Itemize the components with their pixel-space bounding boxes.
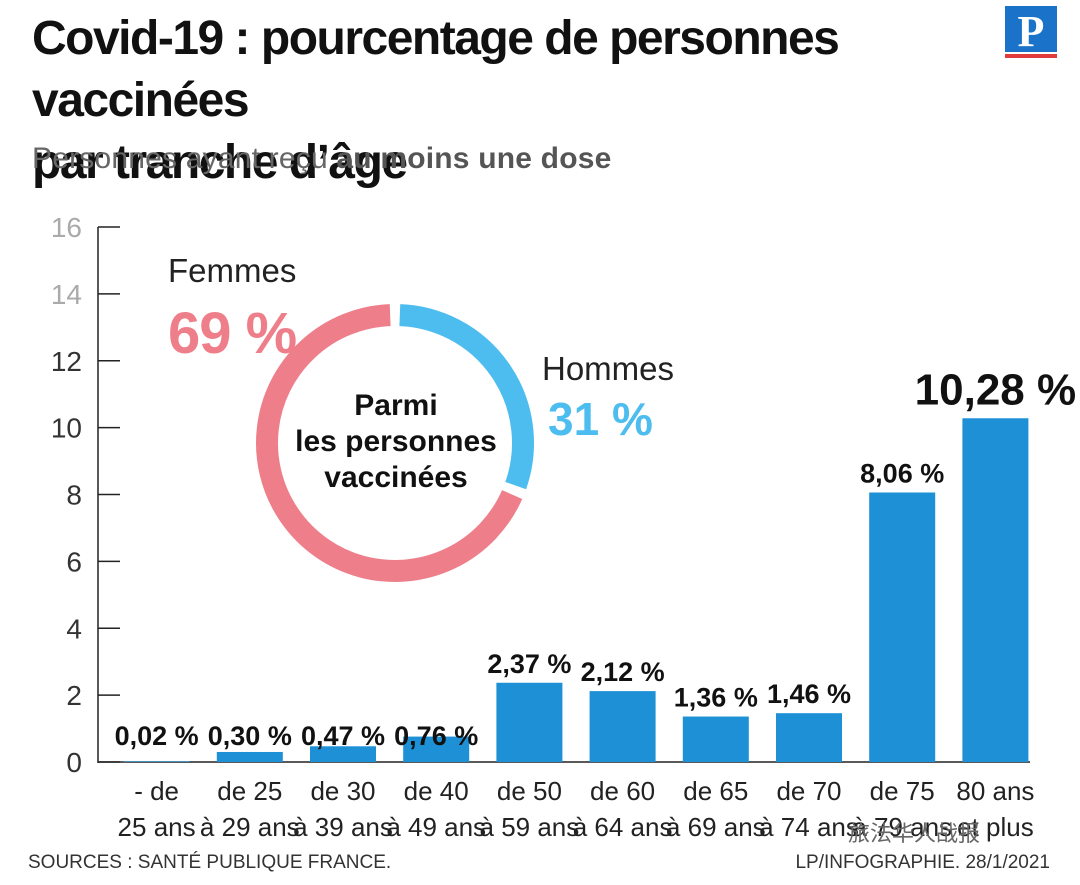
y-tick-label: 12	[51, 346, 82, 377]
x-tick-label: - de	[134, 776, 179, 806]
bar-data-label: 0,47 %	[301, 721, 385, 751]
femmes-label: Femmes	[168, 252, 297, 289]
bar	[776, 713, 842, 762]
bar-data-label: 0,30 %	[208, 721, 292, 751]
x-tick-label: à 29 ans	[200, 812, 300, 842]
chart-subtitle: Personnes ayant reçu au moins une dose	[32, 142, 612, 176]
donut-slice-hommes	[399, 304, 534, 490]
x-tick-label: de 60	[590, 776, 655, 806]
x-tick-label: à 79 ans	[852, 812, 952, 842]
y-tick-label: 0	[66, 747, 82, 778]
y-tick-label: 8	[66, 480, 82, 511]
bar-data-label: 0,76 %	[394, 721, 478, 751]
hommes-percentage: 31 %	[548, 393, 653, 445]
y-tick-label: 16	[51, 212, 82, 243]
bar-data-label: 2,12 %	[581, 657, 665, 687]
x-tick-label: de 75	[870, 776, 935, 806]
x-tick-label: de 70	[776, 776, 841, 806]
le-parisien-logo: P	[1005, 6, 1057, 58]
bar-data-label: 1,46 %	[767, 679, 851, 709]
donut-slice-femmes	[256, 304, 523, 582]
x-tick-label: 25 ans	[118, 812, 196, 842]
donut-center-line-1: Parmi	[354, 389, 438, 422]
source-note: SOURCES : SANTÉ PUBLIQUE FRANCE.	[28, 852, 392, 873]
bar	[403, 736, 470, 762]
credit-note: LP/INFOGRAPHIE. 28/1/2021	[795, 852, 1050, 873]
x-tick-label: à 69 ans	[666, 812, 766, 842]
x-tick-label: de 25	[217, 776, 282, 806]
bar	[589, 691, 656, 762]
bar-data-label: 0,02 %	[115, 721, 199, 751]
x-tick-label: à 39 ans	[293, 812, 393, 842]
bar-data-label: 8,06 %	[860, 458, 944, 488]
bar	[496, 682, 563, 762]
bar-data-label: 10,28 %	[915, 365, 1076, 414]
donut-center-line-3: vaccinées	[324, 461, 468, 494]
page-title: Covid-19 : pourcentage de personnes vacc…	[32, 8, 992, 194]
bar	[310, 746, 376, 762]
x-tick-label: 80 ans	[956, 776, 1034, 806]
x-tick-label: à 74 ans	[759, 812, 859, 842]
donut-center-line-2: les personnes	[295, 425, 497, 458]
title-line-2: par tranche d’âge	[32, 136, 408, 189]
donut-center-label: Parmi les personnes vaccinées	[276, 388, 516, 496]
bar	[216, 751, 283, 762]
bar	[682, 716, 749, 762]
title-line-1: Covid-19 : pourcentage de personnes vacc…	[32, 12, 840, 127]
logo-letter: P	[1018, 7, 1045, 56]
x-tick-label: de 30	[310, 776, 375, 806]
x-tick-label: et plus	[957, 812, 1034, 842]
bar-data-label: 1,36 %	[674, 683, 758, 713]
hommes-label: Hommes	[542, 350, 675, 387]
x-tick-label: de 65	[683, 776, 748, 806]
femmes-percentage: 69 %	[168, 301, 297, 366]
x-tick-label: de 40	[404, 776, 469, 806]
watermark-text: 旅法华人战报	[848, 821, 981, 846]
bar-data-label: 2,37 %	[487, 649, 571, 679]
y-tick-label: 10	[51, 413, 82, 444]
y-tick-label: 6	[66, 546, 82, 577]
bar	[869, 492, 936, 762]
bar	[123, 761, 190, 762]
x-tick-label: de 50	[497, 776, 562, 806]
subtitle-plain: Personnes ayant reçu	[32, 142, 337, 175]
x-tick-label: à 64 ans	[573, 812, 673, 842]
x-tick-label: à 59 ans	[480, 812, 580, 842]
y-tick-label: 4	[66, 613, 82, 644]
bar	[962, 418, 1029, 762]
y-tick-label: 14	[51, 279, 82, 310]
x-tick-label: à 49 ans	[386, 812, 486, 842]
y-tick-label: 2	[66, 680, 82, 711]
subtitle-bold: au moins une dose	[336, 142, 612, 175]
